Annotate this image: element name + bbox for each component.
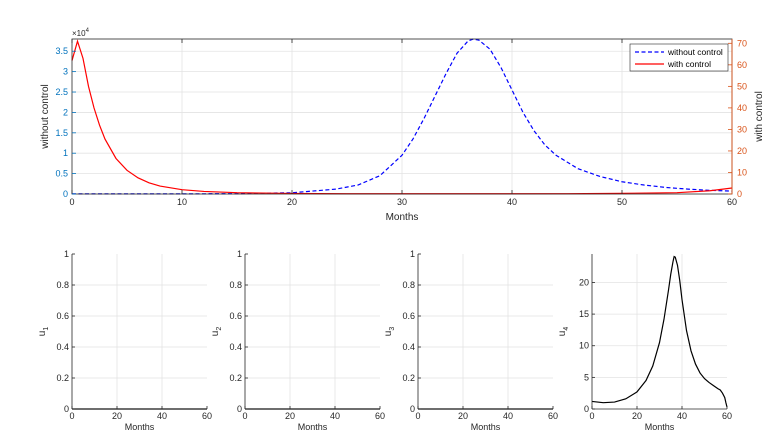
y-tick-label: 10 — [579, 341, 589, 351]
main-right-y-label: with control — [754, 91, 765, 143]
main-x-tick-label: 10 — [177, 197, 187, 207]
y-tick-label: 1 — [410, 249, 415, 259]
control-panels: 0 20 40 60 0 0.2 0.4 0.6 0.8 1 Months u1 0 20 40 60 0 0.2… — [37, 249, 732, 432]
x-axis-label: Months — [645, 422, 675, 432]
main-x-tick-label: 30 — [397, 197, 407, 207]
x-axis-label: Months — [298, 422, 328, 432]
main-right-tick-label: 60 — [737, 60, 747, 70]
main-right-tick-label: 0 — [737, 189, 742, 199]
x-tick-label: 40 — [157, 411, 167, 421]
main-right-ticks: 0 10 20 30 40 50 60 70 — [728, 38, 747, 199]
y-tick-label: 0.2 — [402, 373, 415, 383]
x-tick-label: 0 — [242, 411, 247, 421]
y-tick-label: 0 — [410, 404, 415, 414]
y-tick-label: 0 — [64, 404, 69, 414]
control-series-u4 — [591, 255, 728, 408]
legend-box — [629, 43, 729, 72]
main-left-tick-label: 2.5 — [55, 87, 68, 97]
y-tick-label: 0.2 — [56, 373, 69, 383]
y-tick-label: 0.2 — [229, 373, 242, 383]
control-panel-u1: 0 20 40 60 0 0.2 0.4 0.6 0.8 1 Months u1 — [37, 249, 212, 432]
control-panel-u2: 0 20 40 60 0 0.2 0.4 0.6 0.8 1 Months u2 — [210, 249, 385, 432]
x-tick-label: 20 — [112, 411, 122, 421]
x-tick-label: 20 — [285, 411, 295, 421]
y-tick-label: 0.6 — [402, 311, 415, 321]
legend-label-with-control: with control — [667, 59, 711, 69]
main-left-tick-label: 3.5 — [55, 46, 68, 56]
y-tick-label: 0.4 — [56, 342, 69, 352]
main-right-tick-label: 30 — [737, 124, 747, 134]
main-right-tick-label: 20 — [737, 146, 747, 156]
x-tick-label: 60 — [722, 411, 732, 421]
main-left-exponent: ×104 — [72, 28, 90, 38]
control-panel-u3: 0 20 40 60 0 0.2 0.4 0.6 0.8 1 Months u3 — [383, 249, 558, 432]
y-tick-label: 0.4 — [229, 342, 242, 352]
main-left-tick-label: 0 — [63, 189, 68, 199]
x-tick-label: 40 — [503, 411, 513, 421]
main-left-tick-label: 3 — [63, 67, 68, 77]
main-left-tick-label: 1 — [63, 148, 68, 158]
y-tick-label: 5 — [584, 372, 589, 382]
x-tick-label: 60 — [375, 411, 385, 421]
y-tick-label: 0 — [237, 404, 242, 414]
y-axis-label: u2 — [210, 327, 223, 337]
y-tick-label: 1 — [64, 249, 69, 259]
main-left-ticks: 0 0.5 1 1.5 2 2.5 3 3.5 — [55, 46, 76, 199]
main-right-tick-label: 10 — [737, 167, 747, 177]
y-axis-label: u1 — [37, 327, 50, 337]
main-left-tick-label: 1.5 — [55, 128, 68, 138]
main-left-tick-label: 2 — [63, 107, 68, 117]
main-grid — [72, 39, 732, 194]
y-tick-label: 20 — [579, 277, 589, 287]
x-tick-label: 40 — [330, 411, 340, 421]
x-tick-label: 60 — [548, 411, 558, 421]
x-tick-label: 20 — [632, 411, 642, 421]
main-x-tick-label: 50 — [617, 197, 627, 207]
main-x-tick-label: 60 — [727, 197, 737, 207]
y-tick-label: 0.8 — [229, 280, 242, 290]
x-tick-label: 0 — [69, 411, 74, 421]
y-axis-label: u4 — [557, 327, 570, 337]
x-tick-label: 20 — [458, 411, 468, 421]
main-x-ticks: 0 10 20 30 40 50 60 — [69, 39, 737, 207]
main-x-label: Months — [386, 212, 419, 223]
x-tick-label: 60 — [202, 411, 212, 421]
y-tick-label: 1 — [237, 249, 242, 259]
x-tick-label: 40 — [677, 411, 687, 421]
y-tick-label: 0.6 — [229, 311, 242, 321]
legend-label-without-control: without control — [667, 47, 723, 57]
main-right-tick-label: 40 — [737, 103, 747, 113]
main-x-tick-label: 20 — [287, 197, 297, 207]
x-tick-label: 0 — [415, 411, 420, 421]
x-tick-label: 0 — [589, 411, 594, 421]
main-left-tick-label: 0.5 — [55, 169, 68, 179]
y-tick-label: 0 — [584, 404, 589, 414]
x-axis-label: Months — [471, 422, 501, 432]
series-without-control — [71, 38, 733, 195]
y-tick-label: 15 — [579, 309, 589, 319]
main-right-tick-label: 70 — [737, 38, 747, 48]
y-tick-label: 0.8 — [56, 280, 69, 290]
y-tick-label: 0.6 — [56, 311, 69, 321]
main-x-tick-label: 0 — [69, 197, 74, 207]
main-x-tick-label: 40 — [507, 197, 517, 207]
x-axis-label: Months — [125, 422, 155, 432]
y-axis-label: u3 — [383, 327, 396, 337]
main-left-y-label: without control — [40, 84, 51, 149]
y-tick-label: 0.4 — [402, 342, 415, 352]
y-tick-label: 0.8 — [402, 280, 415, 290]
main-legend: without control with control — [629, 43, 729, 72]
main-chart: 0 10 20 30 40 50 60 0 0.5 1 1.5 2 2.5 3 3.5 0 10 20 30 40… — [40, 28, 765, 223]
main-right-tick-label: 50 — [737, 81, 747, 91]
